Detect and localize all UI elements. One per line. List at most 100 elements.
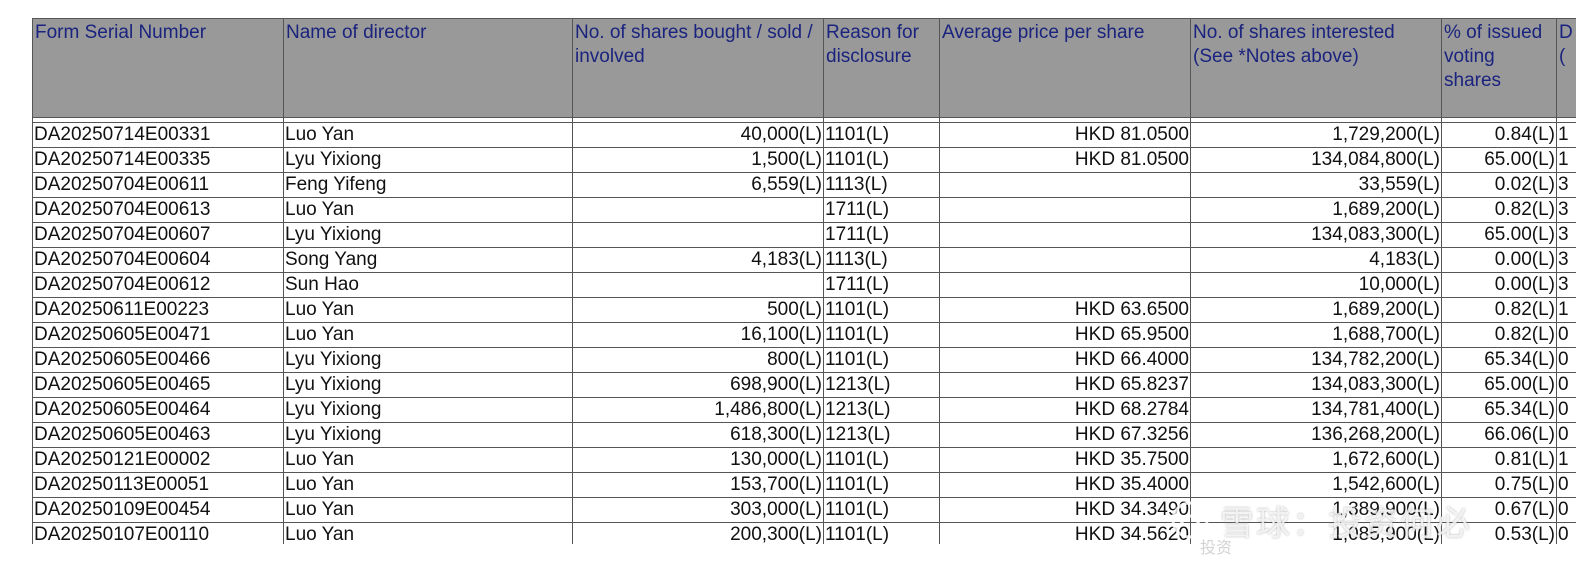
cell-shares-interested: 10,000(L) bbox=[1190, 272, 1442, 298]
table-row[interactable]: DA20250704E00607 Lyu Yixiong 1711(L) 134,08… bbox=[32, 222, 1576, 248]
table-row[interactable]: DA20250605E00471 Luo Yan 16,100(L) 1101(L) H… bbox=[32, 322, 1576, 348]
table-row[interactable]: DA20250704E00612 Sun Hao 1711(L) 10,000(L) 0… bbox=[32, 272, 1576, 298]
cell-form-serial-number: DA20250605E00471 bbox=[32, 322, 284, 348]
cell-form-serial-number: DA20250605E00463 bbox=[32, 422, 284, 448]
cell-pct-voting-shares: 0.82(L) bbox=[1441, 322, 1557, 348]
cell-form-serial-number: DA20250605E00464 bbox=[32, 397, 284, 423]
cell-pct-voting-shares: 0.84(L) bbox=[1441, 122, 1557, 148]
header-reason-for-disclosure[interactable]: Reason for disclosure bbox=[823, 18, 940, 118]
table-row[interactable]: DA20250704E00613 Luo Yan 1711(L) 1,689,200(… bbox=[32, 197, 1576, 223]
cell-pct-voting-shares: 0.02(L) bbox=[1441, 172, 1557, 198]
cell-director-name: Luo Yan bbox=[283, 472, 573, 498]
cell-pct-voting-shares: 0.75(L) bbox=[1441, 472, 1557, 498]
cell-average-price bbox=[939, 272, 1191, 298]
cell-director-name: Luo Yan bbox=[283, 297, 573, 323]
cell-average-price: HKD 65.9500 bbox=[939, 322, 1191, 348]
cell-average-price: HKD 35.7500 bbox=[939, 447, 1191, 473]
cell-reason-code: 1101(L) bbox=[823, 447, 940, 473]
cell-shares-interested: 1,689,200(L) bbox=[1190, 297, 1442, 323]
cell-reason-code: 1101(L) bbox=[823, 122, 940, 148]
table-row[interactable]: DA20250611E00223 Luo Yan 500(L) 1101(L) HKD … bbox=[32, 297, 1576, 323]
table-header: Form Serial Number Name of director No. … bbox=[32, 18, 1576, 118]
cell-date-of-event: 1 bbox=[1556, 147, 1576, 173]
cell-director-name: Sun Hao bbox=[283, 272, 573, 298]
cell-average-price: HKD 66.4000 bbox=[939, 347, 1191, 373]
cell-average-price bbox=[939, 222, 1191, 248]
cell-shares-involved bbox=[572, 222, 824, 248]
header-pct-issued-voting-shares[interactable]: % of issued voting shares bbox=[1441, 18, 1557, 118]
table-row[interactable]: DA20250605E00463 Lyu Yixiong 618,300(L) 121… bbox=[32, 422, 1576, 448]
cell-date-of-event: 1 bbox=[1556, 297, 1576, 323]
cell-average-price: HKD 35.4000 bbox=[939, 472, 1191, 498]
cell-form-serial-number: DA20250109E00454 bbox=[32, 497, 284, 523]
cell-shares-interested: 134,084,800(L) bbox=[1190, 147, 1442, 173]
cell-pct-voting-shares: 0.81(L) bbox=[1441, 447, 1557, 473]
cell-shares-involved: 200,300(L) bbox=[572, 522, 824, 544]
cell-director-name: Lyu Yixiong bbox=[283, 372, 573, 398]
cell-reason-code: 1213(L) bbox=[823, 397, 940, 423]
cell-average-price: HKD 65.8237 bbox=[939, 372, 1191, 398]
table-row[interactable]: DA20250605E00466 Lyu Yixiong 800(L) 1101(L)… bbox=[32, 347, 1576, 373]
cell-shares-involved bbox=[572, 197, 824, 223]
cell-reason-code: 1101(L) bbox=[823, 322, 940, 348]
table-row[interactable]: DA20250109E00454 Luo Yan 303,000(L) 1101(L)… bbox=[32, 497, 1576, 523]
header-name-of-director[interactable]: Name of director bbox=[283, 18, 573, 118]
cell-form-serial-number: DA20250611E00223 bbox=[32, 297, 284, 323]
table-row[interactable]: DA20250704E00611 Feng Yifeng 6,559(L) 1113(… bbox=[32, 172, 1576, 198]
header-form-serial-number[interactable]: Form Serial Number bbox=[32, 18, 284, 118]
cell-average-price: HKD 63.6500 bbox=[939, 297, 1191, 323]
cell-shares-involved: 1,486,800(L) bbox=[572, 397, 824, 423]
cell-date-of-event: 3 bbox=[1556, 272, 1576, 298]
header-date-of-event[interactable]: D e ( bbox=[1556, 18, 1576, 118]
cell-date-of-event: 3 bbox=[1556, 247, 1576, 273]
cell-date-of-event: 0 bbox=[1556, 472, 1576, 498]
cell-shares-interested: 134,781,400(L) bbox=[1190, 397, 1442, 423]
cell-average-price: HKD 81.0500 bbox=[939, 122, 1191, 148]
table-row[interactable]: DA20250113E00051 Luo Yan 153,700(L) 1101(L)… bbox=[32, 472, 1576, 498]
cell-reason-code: 1711(L) bbox=[823, 272, 940, 298]
cell-pct-voting-shares: 65.00(L) bbox=[1441, 147, 1557, 173]
cell-form-serial-number: DA20250107E00110 bbox=[32, 522, 284, 544]
cell-reason-code: 1711(L) bbox=[823, 222, 940, 248]
cell-director-name: Lyu Yixiong bbox=[283, 397, 573, 423]
cell-form-serial-number: DA20250714E00335 bbox=[32, 147, 284, 173]
cell-reason-code: 1113(L) bbox=[823, 247, 940, 273]
cell-average-price bbox=[939, 172, 1191, 198]
cell-pct-voting-shares: 65.34(L) bbox=[1441, 347, 1557, 373]
cell-form-serial-number: DA20250704E00604 bbox=[32, 247, 284, 273]
cell-pct-voting-shares: 0.53(L) bbox=[1441, 522, 1557, 544]
header-shares-bought-sold[interactable]: No. of shares bought / sold / involved bbox=[572, 18, 824, 118]
cell-director-name: Feng Yifeng bbox=[283, 172, 573, 198]
header-average-price[interactable]: Average price per share bbox=[939, 18, 1191, 118]
cell-shares-interested: 1,389,900(L) bbox=[1190, 497, 1442, 523]
cell-director-name: Luo Yan bbox=[283, 322, 573, 348]
cell-average-price: HKD 68.2784 bbox=[939, 397, 1191, 423]
cell-form-serial-number: DA20250704E00607 bbox=[32, 222, 284, 248]
table-row[interactable]: DA20250714E00331 Luo Yan 40,000(L) 1101(L) H… bbox=[32, 122, 1576, 148]
table-row[interactable]: DA20250107E00110 Luo Yan 200,300(L) 1101(L)… bbox=[32, 522, 1576, 544]
cell-shares-interested: 134,083,300(L) bbox=[1190, 372, 1442, 398]
table-row[interactable]: DA20250605E00465 Lyu Yixiong 698,900(L) 121… bbox=[32, 372, 1576, 398]
cell-shares-interested: 1,542,600(L) bbox=[1190, 472, 1442, 498]
cell-form-serial-number: DA20250113E00051 bbox=[32, 472, 284, 498]
cell-date-of-event: 0 bbox=[1556, 522, 1576, 544]
cell-director-name: Lyu Yixiong bbox=[283, 422, 573, 448]
header-shares-interested[interactable]: No. of shares interested (See *Notes abo… bbox=[1190, 18, 1442, 118]
cell-date-of-event: 0 bbox=[1556, 322, 1576, 348]
cell-shares-interested: 1,688,700(L) bbox=[1190, 322, 1442, 348]
cell-shares-involved: 4,183(L) bbox=[572, 247, 824, 273]
cell-date-of-event: 1 bbox=[1556, 447, 1576, 473]
table-row[interactable]: DA20250605E00464 Lyu Yixiong 1,486,800(L) 1… bbox=[32, 397, 1576, 423]
cell-shares-involved: 303,000(L) bbox=[572, 497, 824, 523]
cell-shares-involved: 800(L) bbox=[572, 347, 824, 373]
cell-shares-involved bbox=[572, 272, 824, 298]
cell-shares-involved: 618,300(L) bbox=[572, 422, 824, 448]
cell-reason-code: 1101(L) bbox=[823, 147, 940, 173]
table-row[interactable]: DA20250121E00002 Luo Yan 130,000(L) 1101(L)… bbox=[32, 447, 1576, 473]
table-row[interactable]: DA20250704E00604 Song Yang 4,183(L) 1113(L)… bbox=[32, 247, 1576, 273]
cell-reason-code: 1101(L) bbox=[823, 297, 940, 323]
cell-shares-involved: 153,700(L) bbox=[572, 472, 824, 498]
cell-reason-code: 1101(L) bbox=[823, 497, 940, 523]
cell-pct-voting-shares: 65.00(L) bbox=[1441, 222, 1557, 248]
table-row[interactable]: DA20250714E00335 Lyu Yixiong 1,500(L) 1101(… bbox=[32, 147, 1576, 173]
